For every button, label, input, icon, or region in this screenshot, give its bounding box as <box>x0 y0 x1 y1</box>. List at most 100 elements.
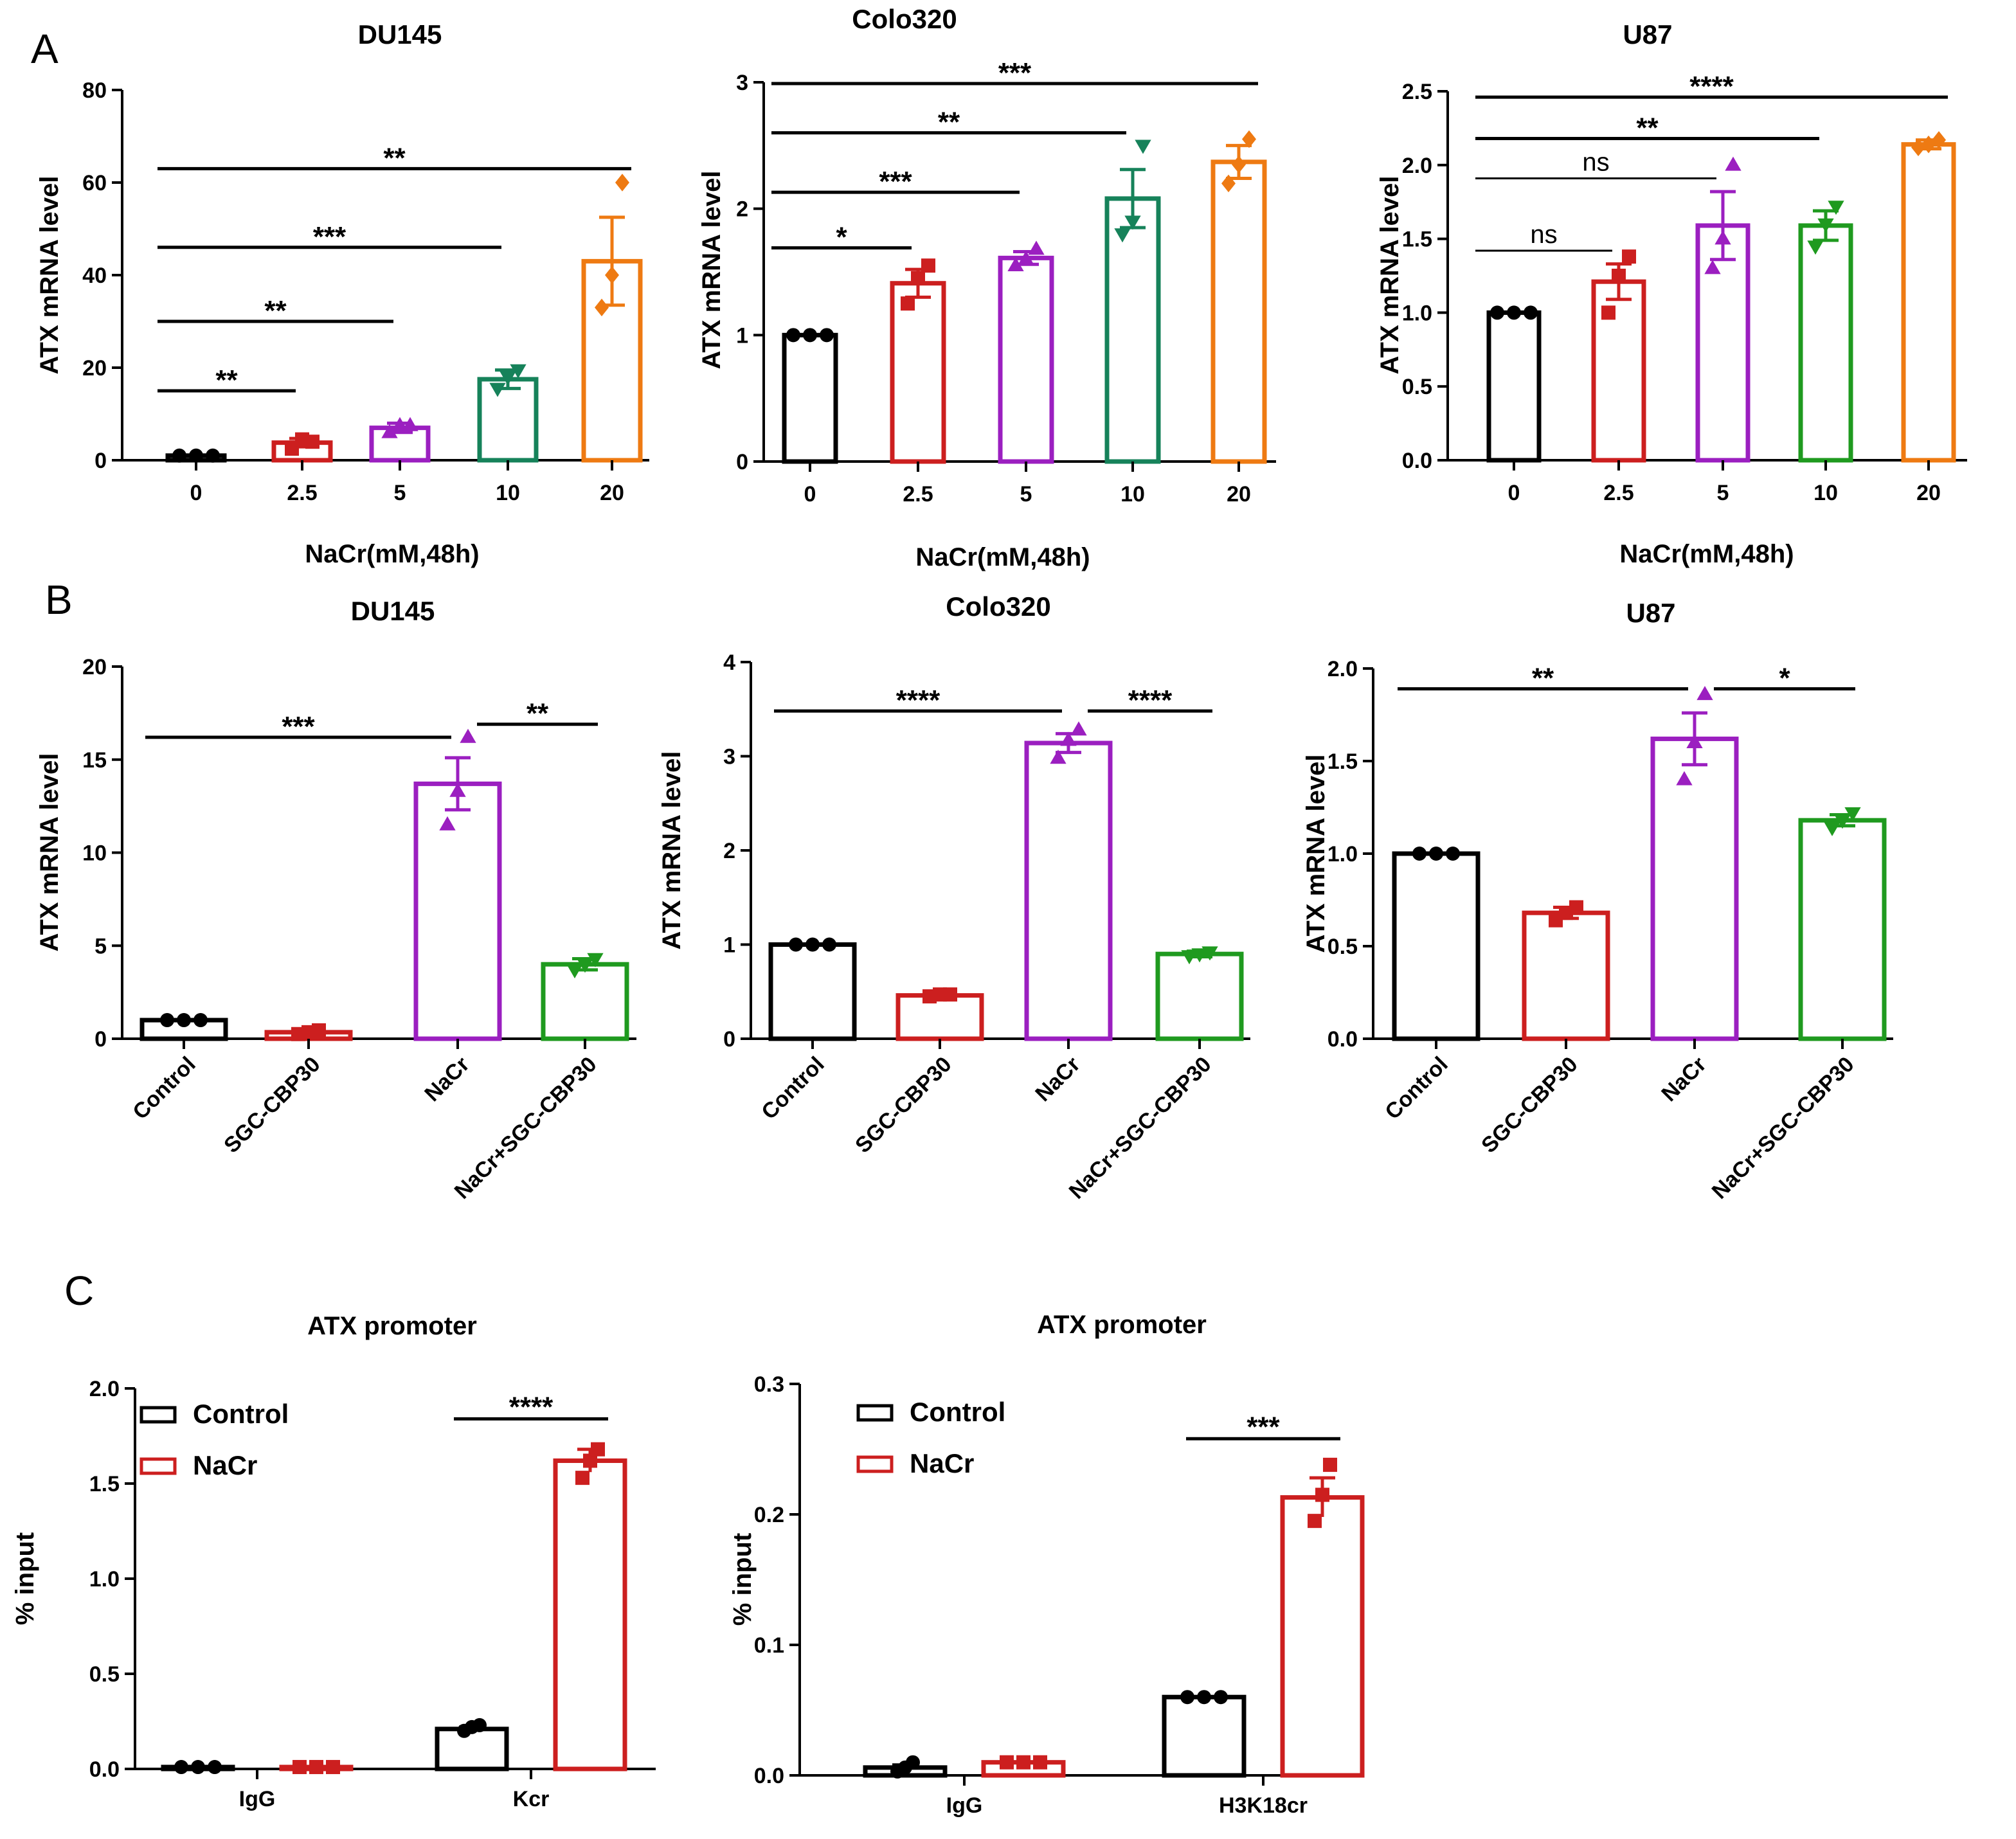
data-point <box>402 417 419 431</box>
y-tick-label: 0.0 <box>1328 1027 1358 1052</box>
data-point <box>1817 218 1834 233</box>
data-point <box>1697 686 1713 701</box>
bar <box>1486 310 1542 463</box>
data-point <box>1834 814 1851 829</box>
chart-title: ATX promoter <box>307 1312 477 1340</box>
y-tick-label: 3 <box>723 745 735 769</box>
y-tick-label: 0.3 <box>754 1372 784 1397</box>
data-point <box>1807 240 1824 255</box>
legend-label: NaCr <box>193 1450 257 1480</box>
data-point <box>1028 240 1045 255</box>
data-point <box>1308 1514 1322 1529</box>
y-tick-label: 2.0 <box>1328 657 1358 681</box>
y-tick-label: 4 <box>723 650 735 675</box>
data-point <box>206 448 220 463</box>
data-point <box>595 298 609 317</box>
bar <box>541 962 629 1041</box>
chart-a2: Colo320 ATX mRNA level NaCr(mM,48h) 0 1 2 3 0 2.… <box>698 4 1276 571</box>
y-tick-label: 10 <box>82 841 107 866</box>
significance-label: **** <box>509 1391 554 1422</box>
significance-label: *** <box>313 221 346 253</box>
data-point <box>605 266 619 284</box>
significance-label: *** <box>879 166 912 197</box>
bar <box>782 332 838 464</box>
significance-label: *** <box>998 57 1032 89</box>
x-tick-label: 2.5 <box>287 481 317 505</box>
bar <box>1522 910 1610 1041</box>
data-point <box>460 728 476 743</box>
legend-swatch <box>856 1455 894 1473</box>
chart-c2: ATX promoter % input 0.0 0.1 0.2 0.3 IgG H3K18c… <box>728 1311 1365 1818</box>
y-tick-label: 0.0 <box>754 1764 784 1788</box>
y-tick-label: 0 <box>736 450 748 474</box>
y-tick-label: 15 <box>82 748 107 773</box>
y-axis-label: % input <box>11 1532 39 1625</box>
data-point <box>160 1013 174 1028</box>
data-point <box>1007 256 1024 271</box>
x-tick-label: Control <box>1380 1052 1452 1124</box>
y-axis-label: ATX mRNA level <box>35 753 64 952</box>
chart-title: Colo320 <box>946 591 1050 622</box>
significance-label: ** <box>1532 663 1554 694</box>
x-axis-label: NaCr(mM,48h) <box>1619 540 1794 568</box>
chart-b3: U87 ATX mRNA level 0.0 0.5 1.0 1.5 2.0 Control S… <box>1302 598 1893 1204</box>
data-point <box>174 1760 188 1775</box>
data-point <box>439 816 456 830</box>
bar <box>435 1727 509 1772</box>
y-tick-label: 0.0 <box>89 1757 120 1782</box>
data-point <box>1725 156 1742 171</box>
data-point <box>1221 174 1236 193</box>
x-axis-label: NaCr(mM,48h) <box>915 543 1090 571</box>
x-tick-label: 0 <box>804 482 816 507</box>
x-tick-label: IgG <box>239 1787 276 1811</box>
data-point <box>1824 821 1841 836</box>
data-point <box>1446 847 1460 861</box>
x-tick-label: 2.5 <box>903 482 933 507</box>
legend-label: NaCr <box>910 1448 974 1478</box>
data-point <box>583 1453 597 1468</box>
x-tick-label: H3K18cr <box>1219 1793 1308 1818</box>
data-point <box>1911 138 1925 156</box>
bar <box>477 377 539 463</box>
data-point <box>1070 721 1087 736</box>
bar <box>1024 740 1113 1041</box>
x-tick-label: 20 <box>600 481 624 505</box>
data-point <box>305 435 320 449</box>
bar <box>998 255 1054 464</box>
legend-label: Control <box>910 1397 1005 1427</box>
x-tick-label: 5 <box>1020 482 1032 507</box>
data-point <box>1601 305 1616 320</box>
y-tick-label: 0 <box>723 1027 735 1052</box>
legend-swatch <box>140 1457 177 1475</box>
y-tick-label: 0.1 <box>754 1633 784 1658</box>
chart-title: U87 <box>1623 19 1672 49</box>
y-tick-label: 60 <box>82 171 107 195</box>
data-point <box>1323 1457 1337 1472</box>
y-tick-label: 0.5 <box>89 1662 120 1687</box>
bar <box>1798 818 1887 1041</box>
y-tick-label: 40 <box>82 264 107 288</box>
legend-swatch <box>140 1406 177 1424</box>
x-axis-label: NaCr(mM,48h) <box>305 540 479 568</box>
chart-title: DU145 <box>351 596 435 626</box>
data-point <box>591 1442 605 1457</box>
data-point <box>292 1760 307 1775</box>
data-point <box>1676 771 1693 785</box>
x-tick-label: 2.5 <box>1603 481 1634 505</box>
data-point <box>500 371 516 386</box>
data-point <box>392 417 408 431</box>
data-point <box>189 448 203 463</box>
chart-title: ATX promoter <box>1037 1311 1207 1339</box>
data-point <box>1114 228 1131 243</box>
bar <box>1798 223 1853 463</box>
bar <box>1591 279 1646 463</box>
chart-title: U87 <box>1626 598 1675 628</box>
significance-label: *** <box>1246 1411 1280 1442</box>
significance-label: **** <box>896 685 941 716</box>
data-point <box>615 174 629 192</box>
legend-label: Control <box>193 1399 289 1429</box>
significance-label: **** <box>1128 685 1173 716</box>
data-point <box>1844 807 1861 821</box>
y-tick-label: 5 <box>94 934 107 958</box>
data-point <box>1622 249 1636 264</box>
